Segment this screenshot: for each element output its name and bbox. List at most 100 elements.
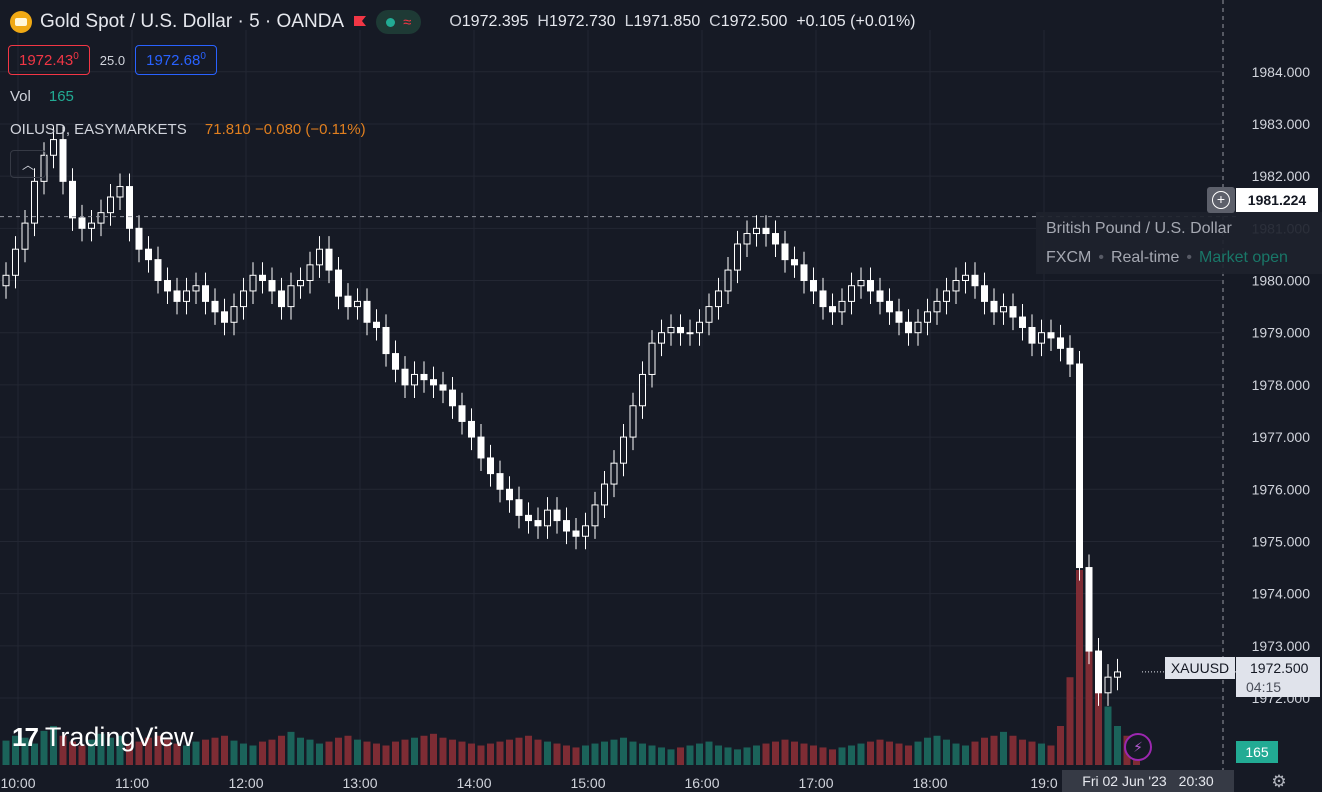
candle-body [145, 248, 152, 261]
candle-body [971, 274, 979, 287]
volume-bar [268, 739, 276, 765]
candle-body [838, 300, 846, 313]
volume-bar [990, 735, 998, 765]
sell-button[interactable]: 1972.430 [8, 45, 90, 75]
volume-bar [648, 745, 656, 765]
y-axis-tick-label: 1975.000 [1252, 533, 1311, 549]
candle-body [886, 300, 893, 313]
candle-body [468, 420, 475, 438]
x-axis-tick-label: 18:00 [912, 775, 947, 791]
candle-body [620, 436, 627, 464]
candle-body [952, 280, 960, 292]
volume-bar [31, 743, 38, 765]
market-status-pill[interactable]: ≈ [376, 10, 422, 34]
volume-bar [791, 741, 798, 765]
settings-gear-icon[interactable]: ⚙ [1271, 772, 1287, 791]
candle-body [344, 295, 352, 308]
candle-body [1104, 676, 1112, 694]
y-axis-tick-label: 1978.000 [1252, 377, 1311, 393]
candle-body [1095, 650, 1102, 694]
candle-body [753, 227, 760, 235]
candle-body [306, 264, 314, 282]
candle-body [325, 248, 333, 271]
volume-bar [249, 745, 257, 765]
candle-body [259, 274, 266, 282]
candle-body [21, 222, 29, 250]
tooltip-feed: Real-time [1110, 249, 1180, 266]
volume-bar [819, 747, 827, 765]
candle-body [924, 311, 931, 323]
volume-bar [230, 740, 238, 765]
candle-body [1076, 363, 1083, 569]
candle-body [895, 311, 903, 323]
candle-body [69, 180, 76, 219]
volume-bar [1104, 706, 1112, 765]
collapse-legend-button[interactable]: ︿ [10, 150, 46, 178]
volume-bar [895, 743, 903, 765]
buy-button[interactable]: 1972.680 [135, 45, 217, 75]
volume-bar [1009, 735, 1017, 765]
volume-bar [354, 739, 361, 765]
volume-bar [1076, 570, 1083, 765]
volume-bar [164, 739, 171, 765]
candle-body [629, 405, 637, 438]
candle-body [876, 290, 884, 302]
candle-body [287, 285, 295, 308]
add-alert-button[interactable]: + [1207, 187, 1235, 213]
candle-body [829, 306, 836, 313]
volume-bar [1038, 743, 1045, 765]
candle-body [31, 180, 38, 224]
lightning-icon[interactable]: ⚡ [1124, 733, 1152, 761]
volume-bar [677, 747, 684, 765]
volume-bar [240, 743, 247, 765]
candle-body [135, 227, 143, 250]
tooltip-exchange: FXCM [1046, 249, 1092, 266]
candle-body [1114, 671, 1121, 678]
volume-bar [221, 735, 228, 765]
compare-symbol: OILUSD, EASYMARKETS [10, 121, 187, 138]
candle-body [943, 290, 950, 302]
candle-body [126, 186, 133, 229]
volume-bar [59, 735, 67, 765]
candle-body [211, 300, 219, 313]
volume-bar [962, 745, 969, 765]
volume-bar [696, 743, 703, 765]
candle-body [658, 332, 665, 344]
volume-legend[interactable]: Vol 165 [10, 88, 74, 105]
volume-bar [135, 741, 143, 765]
symbol-title[interactable]: Gold Spot / U.S. Dollar · 5 · OANDA [40, 11, 345, 32]
candle-body [477, 436, 485, 459]
volume-bar [658, 747, 665, 765]
candle-body [458, 405, 466, 422]
volume-bar [629, 741, 637, 765]
candle-body [1057, 337, 1064, 349]
wave-icon: ≈ [403, 13, 412, 31]
volume-bar [914, 741, 922, 765]
volume-bar [515, 737, 523, 765]
bar-countdown: 04:15 [1246, 679, 1282, 695]
volume-bar [316, 743, 323, 765]
volume-bar [553, 743, 561, 765]
volume-bar [430, 733, 437, 765]
volume-bar [420, 735, 428, 765]
volume-bar [1114, 726, 1121, 765]
candle-body [430, 379, 437, 386]
volume-bar [211, 737, 219, 765]
x-axis-tick-label: 14:00 [456, 775, 491, 791]
volume-bar [781, 739, 789, 765]
compare-symbol-legend[interactable]: OILUSD, EASYMARKETS 71.810 −0.080 (−0.11… [10, 121, 366, 138]
volume-bar [173, 743, 181, 765]
tradingview-watermark: 17 TradingView [12, 722, 194, 752]
volume-bar [734, 749, 741, 765]
compare-value: 71.810 [204, 121, 251, 138]
volume-bar [1019, 739, 1026, 765]
candle-body [268, 280, 276, 292]
candle-body [724, 269, 732, 292]
x-axis-tick-label: 12:00 [228, 775, 263, 791]
volume-bar [145, 737, 152, 765]
candle-body [1009, 306, 1017, 318]
x-axis-tick-label: 11:00 [115, 775, 149, 791]
flag-icon[interactable] [352, 14, 368, 30]
candle-body [772, 233, 779, 245]
